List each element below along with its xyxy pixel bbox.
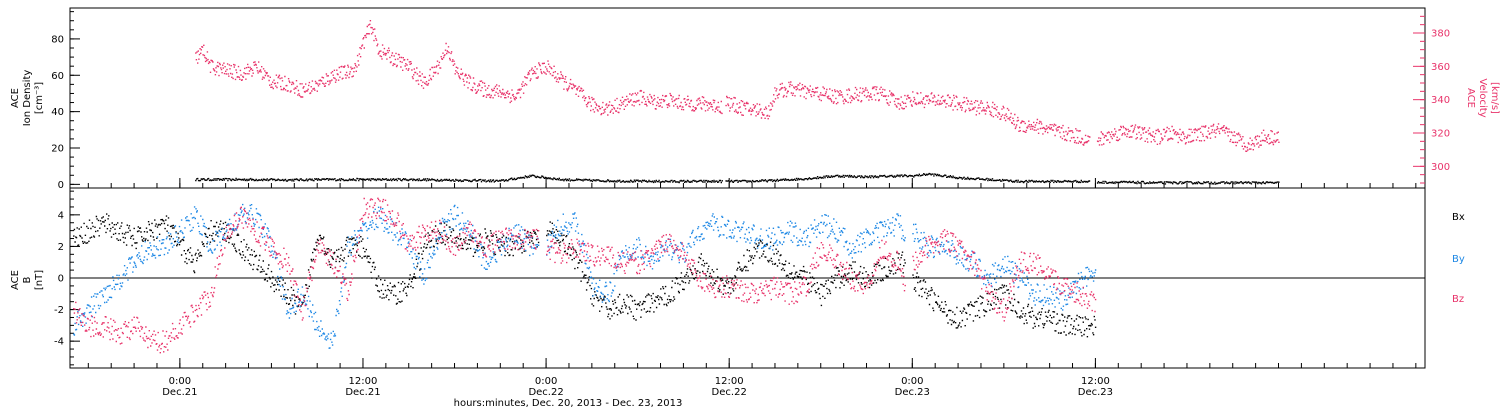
- density-tick-label-80: 80: [51, 34, 64, 45]
- legend-by: By: [1452, 254, 1465, 265]
- x-tick-time-5: 12:00: [1081, 376, 1110, 387]
- series-2-bz: [73, 197, 1097, 354]
- density-tick-label-60: 60: [51, 71, 64, 82]
- density-axis-label-2: Ion Density: [22, 70, 33, 127]
- velocity-tick-label-300: 300: [1431, 162, 1450, 173]
- series-segment-2: [1096, 123, 1280, 152]
- b-tick-label-4: 4: [58, 210, 64, 221]
- density-tick-label-20: 20: [51, 144, 64, 155]
- density-axis-ticks: 0 20 40 60 80: [51, 11, 80, 191]
- series-1-velocity: [195, 20, 1280, 152]
- b-legend: Bx By Bz: [1452, 212, 1465, 305]
- velocity-axis-ticks: 300 320 340 360 380: [1413, 15, 1450, 184]
- bottom-panel-series: [73, 197, 1097, 354]
- top-panel: 0 20 40 60 80 300 320 340 360 380 ACE Ion Densit…: [10, 7, 1500, 191]
- series-segment-1: [546, 212, 906, 303]
- series-segment-2: [912, 229, 1097, 322]
- x-tick-time-2: 0:00: [535, 376, 557, 387]
- velocity-tick-label-320: 320: [1431, 129, 1450, 140]
- x-tick-time-3: 12:00: [715, 376, 744, 387]
- series-segment-0: [195, 174, 724, 184]
- velocity-axis-label-3: [km/s]: [1489, 82, 1500, 114]
- x-tick-time-4: 0:00: [901, 376, 923, 387]
- series-segment-1: [546, 221, 906, 321]
- velocity-axis-label-2: Velocity: [1477, 78, 1488, 117]
- b-tick-label-0: 0: [58, 274, 64, 285]
- x-axis-label: hours:minutes, Dec. 20, 2013 - Dec. 23, …: [454, 398, 683, 409]
- x-tick-time-1: 12:00: [349, 376, 378, 387]
- b-axis-label-1: ACE: [10, 270, 21, 290]
- velocity-tick-label-360: 360: [1431, 62, 1450, 73]
- b-tick-label--2: -2: [54, 305, 64, 316]
- b-tick-label--4: -4: [54, 337, 64, 348]
- legend-bz: Bz: [1452, 294, 1464, 305]
- velocity-axis-label-1: ACE: [1465, 88, 1476, 108]
- x-tick-time-0: 0:00: [169, 376, 191, 387]
- series-0-ion-density: [195, 172, 1280, 185]
- x-tick-date-2: Dec.22: [528, 387, 563, 398]
- x-tick-date-1: Dec.21: [345, 387, 380, 398]
- velocity-tick-label-380: 380: [1431, 29, 1450, 40]
- time-axis-ticks: 0:00Dec.2112:00Dec.210:00Dec.2212:00Dec.…: [87, 178, 1417, 398]
- x-tick-date-5: Dec.23: [1078, 387, 1113, 398]
- series-segment-1: [725, 81, 1091, 146]
- density-axis-label-1: ACE: [10, 88, 21, 108]
- legend-bx: Bx: [1452, 212, 1465, 223]
- x-tick-date-0: Dec.21: [162, 387, 197, 398]
- velocity-tick-label-340: 340: [1431, 95, 1450, 106]
- density-tick-label-0: 0: [58, 180, 64, 191]
- b-axis-label-2: B: [22, 276, 33, 283]
- series-segment-2: [912, 272, 1097, 338]
- b-tick-label-2: 2: [58, 242, 64, 253]
- top-panel-frame: [69, 7, 1426, 189]
- density-axis-label-3: [cm⁻³]: [34, 82, 45, 114]
- series-segment-0: [195, 20, 723, 116]
- series-0-bx: [73, 213, 1097, 338]
- series-segment-1: [725, 172, 1091, 184]
- x-tick-date-4: Dec.23: [895, 387, 930, 398]
- series-segment-1: [546, 233, 906, 305]
- series-segment-2: [1096, 180, 1280, 185]
- x-tick-date-3: Dec.22: [712, 387, 747, 398]
- top-panel-series: [195, 20, 1280, 185]
- density-tick-label-40: 40: [51, 107, 64, 118]
- b-axis-label-3: [nT]: [34, 270, 45, 290]
- series-segment-0: [73, 197, 540, 354]
